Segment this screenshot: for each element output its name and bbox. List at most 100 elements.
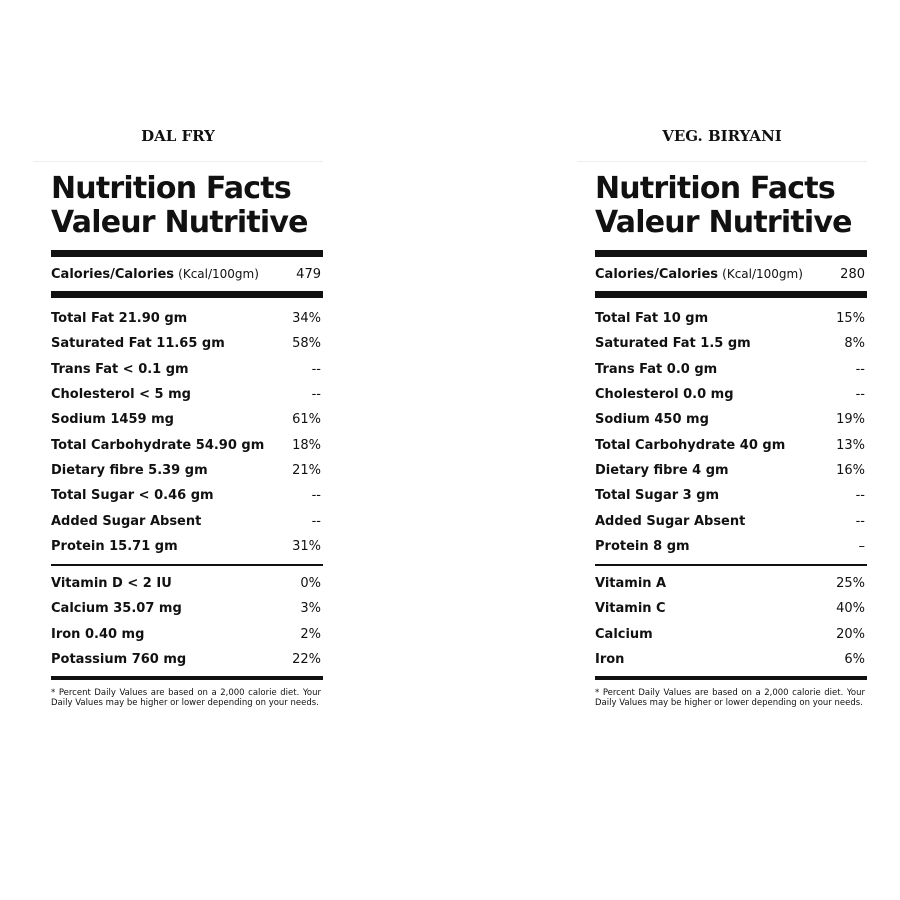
nutrient-row: Saturated Fat 11.65 gm 58% xyxy=(51,331,323,356)
nutrient-row: Added Sugar Absent -- xyxy=(595,508,867,533)
nutrient-row: Total Carbohydrate 54.90 gm 18% xyxy=(51,432,323,457)
nutrient-row: Added Sugar Absent -- xyxy=(51,508,323,533)
vitamin-name: Iron xyxy=(595,652,625,667)
thin-divider xyxy=(51,563,323,566)
nutrient-row: Protein 8 gm – xyxy=(595,534,867,559)
title-divider xyxy=(577,161,867,162)
nutrient-row: Total Carbohydrate 40 gm 13% xyxy=(595,432,867,457)
daily-value: -- xyxy=(855,361,865,377)
title-divider xyxy=(33,161,323,162)
calories-unit: (Kcal/100gm) xyxy=(722,266,803,281)
nutrient-name: Sodium 1459 mg xyxy=(51,412,174,428)
daily-value: -- xyxy=(311,488,321,504)
nutrient-row: Sodium 1459 mg 61% xyxy=(51,407,323,432)
nutrient-row: Dietary fibre 5.39 gm 21% xyxy=(51,458,323,483)
daily-value: 21% xyxy=(292,462,321,478)
vitamin-row: Iron 6% xyxy=(595,647,867,672)
thin-divider xyxy=(595,563,867,566)
bottom-divider xyxy=(595,676,867,681)
daily-value: -- xyxy=(855,513,865,529)
daily-value: 16% xyxy=(836,462,865,478)
daily-value: 18% xyxy=(292,437,321,453)
vitamin-row: Calcium 20% xyxy=(595,622,867,647)
daily-value: – xyxy=(858,538,866,554)
daily-value: -- xyxy=(855,488,865,504)
nutrient-name: Dietary fibre 5.39 gm xyxy=(51,462,208,478)
nutrient-name: Sodium 450 mg xyxy=(595,412,709,428)
nutrient-name: Cholesterol < 5 mg xyxy=(51,387,191,403)
vitamin-list: Vitamin A 25% Vitamin C 40% Calcium 20% Iro… xyxy=(595,571,867,672)
calories-row: Calories/Calories (Kcal/100gm) 280 xyxy=(595,257,867,291)
daily-value: -- xyxy=(311,387,321,403)
nutrient-row: Total Fat 21.90 gm 34% xyxy=(51,306,323,331)
calories-label-group: Calories/Calories (Kcal/100gm) xyxy=(51,267,259,282)
vitamin-name: Calcium xyxy=(595,626,653,642)
vitamin-name: Vitamin D < 2 IU xyxy=(51,576,172,592)
nutrient-row: Cholesterol 0.0 mg -- xyxy=(595,382,867,407)
nutrient-name: Saturated Fat 11.65 gm xyxy=(51,336,225,352)
nutrient-row: Trans Fat < 0.1 gm -- xyxy=(51,357,323,382)
daily-value: 34% xyxy=(292,311,321,327)
heading-english: Nutrition Facts xyxy=(595,171,836,206)
calories-value: 280 xyxy=(840,266,865,282)
daily-value: -- xyxy=(855,387,865,403)
nutrition-label: Nutrition Facts Valeur Nutritive Calorie… xyxy=(595,172,867,708)
thick-divider xyxy=(51,291,323,298)
daily-value: 58% xyxy=(292,336,321,352)
nutrient-row: Cholesterol < 5 mg -- xyxy=(51,382,323,407)
calories-unit: (Kcal/100gm) xyxy=(178,266,259,281)
daily-value: 3% xyxy=(300,601,321,617)
thick-divider xyxy=(595,291,867,298)
daily-value: 61% xyxy=(292,412,321,428)
nutrient-row: Trans Fat 0.0 gm -- xyxy=(595,357,867,382)
nutrient-list: Total Fat 10 gm 15% Saturated Fat 1.5 gm 8… xyxy=(595,306,867,559)
calories-label: Calories/Calories xyxy=(595,266,718,282)
nutrient-name: Dietary fibre 4 gm xyxy=(595,462,729,478)
vitamin-list: Vitamin D < 2 IU 0% Calcium 35.07 mg 3% Ir… xyxy=(51,571,323,672)
daily-value: 19% xyxy=(836,412,865,428)
vitamin-row: Calcium 35.07 mg 3% xyxy=(51,596,323,621)
dish-title: VEG. BIRYANI xyxy=(662,127,782,145)
vitamin-row: Vitamin A 25% xyxy=(595,571,867,596)
vitamin-name: Potassium 760 mg xyxy=(51,652,187,667)
footnote: * Percent Daily Values are based on a 2,… xyxy=(595,688,865,709)
nutrient-name: Total Carbohydrate 54.90 gm xyxy=(51,437,265,453)
nutrition-panel-veg-biryani: VEG. BIRYANI Nutrition Facts Valeur Nutr… xyxy=(577,0,867,900)
daily-value: -- xyxy=(311,513,321,529)
nutrient-name: Total Sugar < 0.46 gm xyxy=(51,488,214,504)
thick-divider xyxy=(595,250,867,257)
heading-french: Valeur Nutritive xyxy=(51,205,308,240)
daily-value: 13% xyxy=(836,437,865,453)
daily-value: 8% xyxy=(844,336,865,352)
nutrient-name: Trans Fat 0.0 gm xyxy=(595,361,718,377)
vitamin-name: Iron 0.40 mg xyxy=(51,626,145,642)
nutrition-label: Nutrition Facts Valeur Nutritive Calorie… xyxy=(51,172,323,708)
nutrition-panel-dal-fry: DAL FRY Nutrition Facts Valeur Nutritive… xyxy=(33,0,323,900)
nutrient-row: Protein 15.71 gm 31% xyxy=(51,534,323,559)
dish-title: DAL FRY xyxy=(141,127,215,145)
nutrient-row: Total Fat 10 gm 15% xyxy=(595,306,867,331)
nutrient-row: Total Sugar < 0.46 gm -- xyxy=(51,483,323,508)
nutrient-name: Total Fat 21.90 gm xyxy=(51,311,188,327)
nutrient-name: Added Sugar Absent xyxy=(595,513,746,529)
nutrient-name: Added Sugar Absent xyxy=(51,513,202,529)
daily-value: 40% xyxy=(836,601,865,617)
nutrient-row: Saturated Fat 1.5 gm 8% xyxy=(595,331,867,356)
vitamin-row: Iron 0.40 mg 2% xyxy=(51,622,323,647)
calories-row: Calories/Calories (Kcal/100gm) 479 xyxy=(51,257,323,291)
nutrient-name: Protein 15.71 gm xyxy=(51,538,178,554)
calories-label-group: Calories/Calories (Kcal/100gm) xyxy=(595,267,803,282)
nutrient-name: Total Fat 10 gm xyxy=(595,311,709,327)
nutrient-name: Cholesterol 0.0 mg xyxy=(595,387,734,403)
vitamin-name: Vitamin A xyxy=(595,576,667,592)
daily-value: 25% xyxy=(836,576,865,592)
nutrient-name: Saturated Fat 1.5 gm xyxy=(595,336,751,352)
calories-label: Calories/Calories xyxy=(51,266,174,282)
vitamin-row: Vitamin D < 2 IU 0% xyxy=(51,571,323,596)
nutrient-row: Total Sugar 3 gm -- xyxy=(595,483,867,508)
nutrient-name: Total Sugar 3 gm xyxy=(595,488,720,504)
thick-divider xyxy=(51,250,323,257)
vitamin-row: Vitamin C 40% xyxy=(595,596,867,621)
nutrient-name: Protein 8 gm xyxy=(595,538,690,554)
heading-french: Valeur Nutritive xyxy=(595,205,852,240)
